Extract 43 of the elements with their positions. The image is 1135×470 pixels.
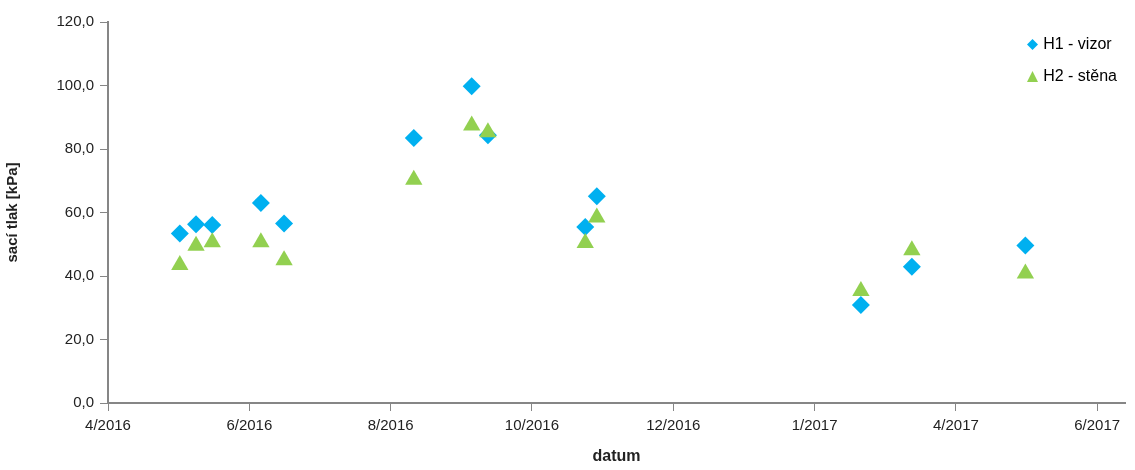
legend-label: H2 - stěna [1043,66,1117,86]
point [903,240,921,256]
x-tick-label: 6/2016 [226,416,273,434]
point [187,235,205,251]
legend-label: H1 - vizor [1043,34,1112,54]
x-tick-label: 4/2017 [932,416,979,434]
point [187,215,206,234]
point [170,224,189,243]
point [404,128,423,147]
x-tick-label: 10/2016 [504,416,560,434]
point [275,214,294,233]
point [902,257,921,276]
point [576,218,595,237]
y-tick-label: 0,0 [73,393,94,411]
point [251,193,270,212]
point [852,280,870,296]
y-tick-label: 100,0 [56,75,94,93]
point [576,232,594,248]
point [405,169,423,185]
x-tick-label: 12/2016 [646,416,701,434]
x-tick-label: 1/2017 [791,416,838,434]
point [479,122,497,138]
point [252,232,270,248]
y-axis-title: sací tlak [kPa] [3,162,21,263]
point [851,295,870,314]
x-tick-label: 6/2017 [1074,416,1121,434]
y-tick-label: 80,0 [64,139,94,157]
x-axis-title: datum [592,446,641,464]
point [588,207,606,223]
point [275,250,293,266]
point [462,77,481,96]
y-tick-label: 40,0 [64,266,94,284]
point [203,215,222,234]
point [587,187,606,206]
point [1016,236,1035,255]
x-tick-label: 8/2016 [367,416,414,434]
point [171,254,189,270]
y-tick-label: 120,0 [56,12,94,30]
x-tick-label: 4/2016 [85,416,131,434]
point [203,232,221,248]
point [1016,263,1035,279]
y-tick-label: 60,0 [64,202,94,220]
y-tick-label: 20,0 [64,329,94,347]
